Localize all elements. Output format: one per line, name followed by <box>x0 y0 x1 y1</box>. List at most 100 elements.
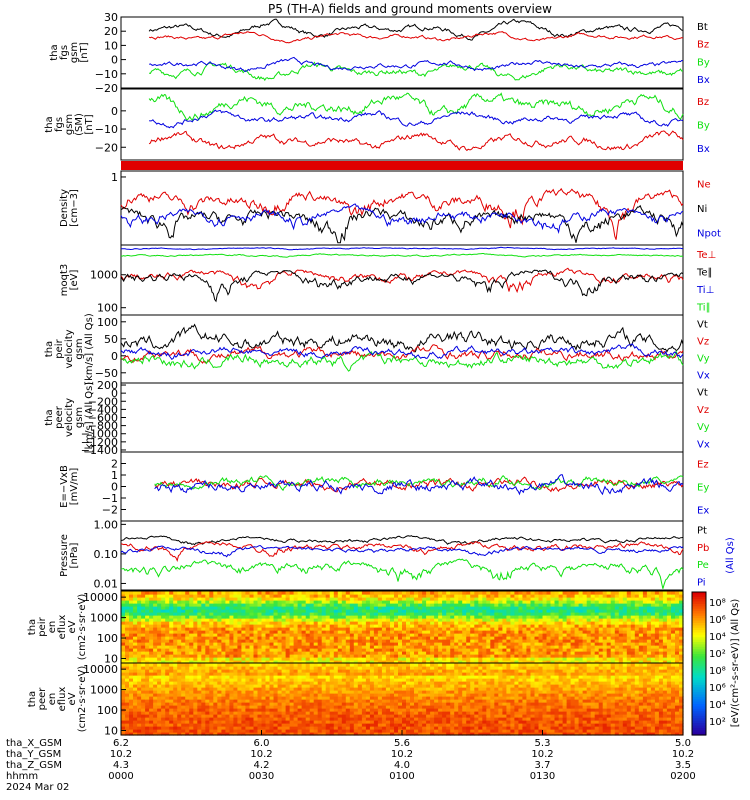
peir_en_eflux-cell <box>666 648 672 652</box>
peir_en_eflux-cell <box>418 642 423 646</box>
peir_en_eflux-cell <box>233 642 238 646</box>
fgs_gsm-ytick-label-3: 0 <box>111 54 118 67</box>
peer_en_eflux-cell <box>289 729 295 733</box>
peer_en_eflux-cell <box>233 723 238 727</box>
peir_en_eflux-cell <box>213 609 218 613</box>
peir_en_eflux-cell <box>618 606 624 610</box>
peir_en_eflux-cell <box>333 606 339 610</box>
pressure-legend-2: Pe <box>697 560 709 571</box>
peir_en_eflux-cell <box>450 648 455 652</box>
peer_en_eflux-cell <box>309 708 315 712</box>
peir_en_eflux-cell <box>317 618 323 622</box>
peir_en_eflux-cell <box>662 648 668 652</box>
peir_en_eflux-cell <box>394 615 399 619</box>
peir_en_eflux-cell <box>554 642 560 646</box>
peir_en_eflux-cell <box>570 624 576 628</box>
peir_en_eflux-cell <box>598 627 604 631</box>
peir_en_eflux-cell <box>185 597 190 601</box>
peir_en_eflux-cell <box>626 642 632 646</box>
peir_en_eflux-cell <box>133 639 138 643</box>
peir_en_eflux-cell <box>542 651 548 655</box>
peer_en_eflux-cell <box>446 720 451 724</box>
peir_en_eflux-cell <box>502 600 507 604</box>
peir_en_eflux-cell <box>121 654 126 658</box>
peer_en_eflux-cell <box>554 711 560 715</box>
peir_en_eflux-cell <box>402 648 407 652</box>
peer_en_eflux-cell <box>233 711 238 715</box>
peir_en_eflux-cell <box>349 660 355 664</box>
peir_en_eflux-cell <box>490 612 495 616</box>
peer_en_eflux-cell <box>141 732 146 736</box>
peer_en_eflux-cell <box>349 711 355 715</box>
peer_en_eflux-cell <box>466 729 471 733</box>
peir_en_eflux-cell <box>442 645 447 649</box>
peir_en_eflux-cell <box>538 660 544 664</box>
peir_en_eflux-cell <box>474 657 479 661</box>
peir_en_eflux-cell <box>679 651 684 655</box>
peer_en_eflux-cell <box>442 726 447 730</box>
peir_en_eflux-cell <box>402 603 407 607</box>
peir_en_eflux-cell <box>137 636 142 640</box>
peir_en_eflux-cell <box>269 606 275 610</box>
peir_en_eflux-cell <box>121 600 126 604</box>
peir_en_eflux-cell <box>522 654 527 658</box>
peir_en_eflux-cell <box>450 636 455 640</box>
peer_en_eflux-cell <box>398 705 403 709</box>
peir_en_eflux-cell <box>418 624 423 628</box>
peir_en_eflux-cell <box>526 618 531 622</box>
peir_en_eflux-cell <box>634 591 640 595</box>
peir_en_eflux-cell <box>474 606 479 610</box>
peir_en_eflux-cell <box>285 636 291 640</box>
peer_en_eflux-cell <box>221 702 226 706</box>
peir_en_eflux-cell <box>410 612 415 616</box>
peir_en_eflux-cell <box>438 642 443 646</box>
peir_en_eflux-cell <box>578 630 584 634</box>
peer_en_eflux-cell <box>610 720 616 724</box>
peir_en_eflux-cell <box>434 597 439 601</box>
peer_en_eflux-cell <box>666 705 672 709</box>
peir_en_eflux-cell <box>470 606 475 610</box>
peir_en_eflux-cell <box>522 621 527 625</box>
peer_en_eflux-cell <box>514 708 519 712</box>
peir_en_eflux-cell <box>133 603 138 607</box>
peir_en_eflux-cell <box>257 645 263 649</box>
peir_en_eflux-cell <box>590 639 596 643</box>
peer_en_eflux-cell <box>229 717 234 721</box>
peir_en_eflux-cell <box>442 648 447 652</box>
peer_en_eflux-cell <box>610 729 616 733</box>
peir_en_eflux-cell <box>193 603 198 607</box>
peer_en_eflux-cell <box>149 729 154 733</box>
peir_en_eflux-cell <box>225 594 230 598</box>
peir_en_eflux-cell <box>313 639 319 643</box>
peer_en_eflux-cell <box>145 726 150 730</box>
peir_en_eflux-cell <box>394 612 399 616</box>
peir_en_eflux-cell <box>321 600 327 604</box>
peer_en_eflux-cell <box>305 714 311 718</box>
peir_en_eflux-cell <box>297 639 303 643</box>
peir_en_eflux-cell <box>213 642 218 646</box>
peir_en_eflux-cell <box>402 660 407 664</box>
peer_en_eflux-cell <box>253 726 259 730</box>
peir_en_eflux-cell <box>221 621 226 625</box>
peir_en_eflux-cell <box>454 639 459 643</box>
peir_velocity-ylabel-2: velocity <box>64 329 75 368</box>
peer_en_eflux-cell <box>530 729 536 733</box>
peir_en_eflux-cell <box>221 630 226 634</box>
peir_en_eflux-cell <box>550 636 556 640</box>
peir_en_eflux-cell <box>353 639 359 643</box>
peir_en_eflux-cell <box>510 645 515 649</box>
peer_en_eflux-cell <box>478 717 483 721</box>
peir_en_eflux-cell <box>614 642 620 646</box>
peer_en_eflux-cell <box>610 711 616 715</box>
peir_en_eflux-cell <box>177 642 182 646</box>
peir_en_eflux-cell <box>333 657 339 661</box>
peer_en_eflux-cell <box>337 732 343 736</box>
peir_velocity-ylabel-4: [km/s] (All Qs) <box>84 313 95 385</box>
peer_en_eflux-cell <box>241 711 246 715</box>
peir_en_eflux-cell <box>430 657 435 661</box>
peir_en_eflux-cell <box>494 624 499 628</box>
peir_en_eflux-cell <box>394 642 399 646</box>
peir_en_eflux-cell <box>502 648 507 652</box>
peer_en_eflux-cell <box>257 726 263 730</box>
peer_en_eflux-cell <box>474 705 479 709</box>
